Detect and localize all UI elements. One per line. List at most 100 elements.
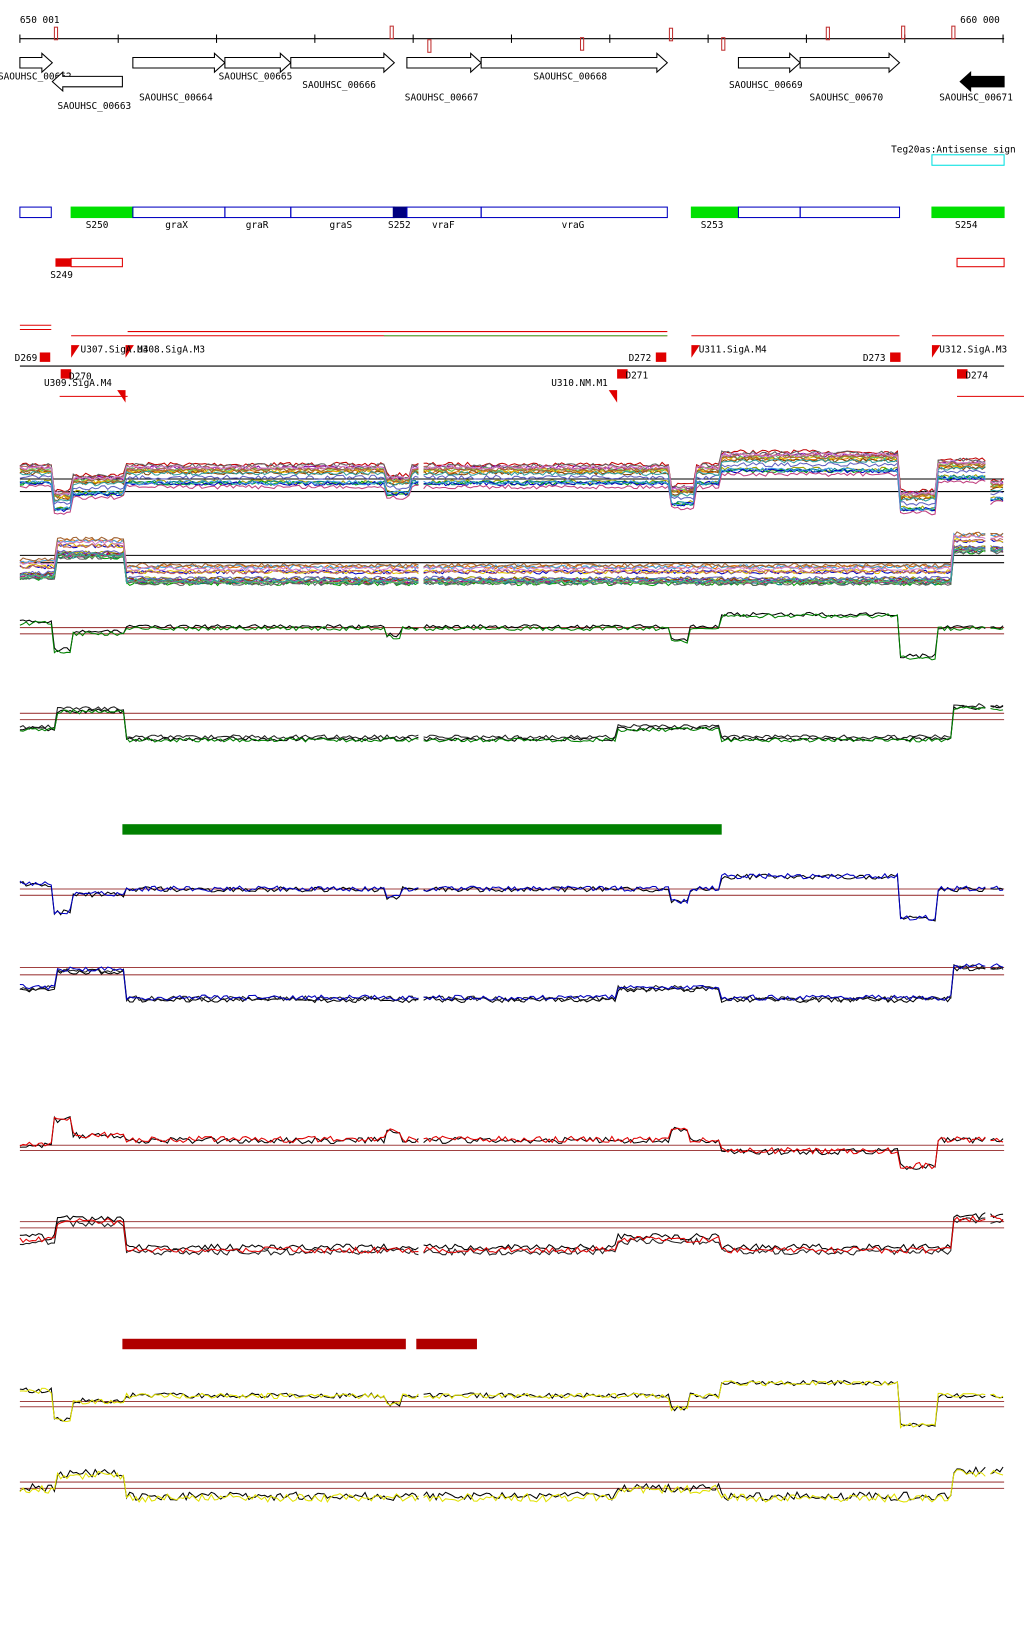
signal-line xyxy=(990,704,1004,708)
signal-line xyxy=(423,454,986,499)
signal-line xyxy=(990,550,1004,555)
promoter-flag xyxy=(608,390,618,403)
signal-line xyxy=(423,538,986,575)
signal-line xyxy=(990,965,1004,970)
gene-arrow xyxy=(132,52,226,74)
segment xyxy=(392,206,408,219)
bar xyxy=(416,1338,477,1350)
signal-line xyxy=(990,547,1004,552)
signal-line xyxy=(19,1215,419,1252)
ruler-mark xyxy=(668,27,674,42)
segment xyxy=(956,257,1005,268)
signal-line xyxy=(19,706,419,740)
signal-line xyxy=(423,538,986,575)
gene-arrow xyxy=(737,52,801,74)
promoter-label: U308.SigA.M3 xyxy=(137,344,205,355)
signal-line xyxy=(423,611,986,659)
signal-line xyxy=(423,963,986,1001)
signal-line xyxy=(19,1470,419,1504)
signal-line xyxy=(990,1137,1004,1143)
signal-line xyxy=(19,620,419,654)
ruler-start: 650 001 xyxy=(20,15,60,26)
signal-line xyxy=(990,1215,1004,1222)
segment xyxy=(70,206,134,219)
gene-arrow xyxy=(19,52,54,74)
signal-line xyxy=(19,880,419,916)
segment xyxy=(224,206,292,219)
signal-line xyxy=(423,706,986,743)
signal-line xyxy=(423,963,986,1002)
promoter-label: U310.NM.M1 xyxy=(551,378,608,389)
gene-arrow xyxy=(799,52,901,74)
segment xyxy=(132,206,226,219)
gene-label: SAOUHSC_00664 xyxy=(139,92,213,103)
promoter-box xyxy=(957,369,968,379)
signal-line xyxy=(423,1212,986,1251)
bar xyxy=(122,1338,406,1350)
signal-line xyxy=(19,966,419,1002)
annotation-box xyxy=(931,154,1005,166)
signal-line xyxy=(19,1386,419,1422)
ruler-mark xyxy=(579,37,585,51)
signal-line xyxy=(19,1115,419,1149)
promoter-label: U311.SigA.M4 xyxy=(699,344,767,355)
signal-line xyxy=(990,491,1004,496)
signal-line xyxy=(423,458,986,502)
signal-line xyxy=(990,500,1004,505)
signal-line xyxy=(423,471,986,516)
signal-line xyxy=(19,551,419,584)
signal-line xyxy=(423,703,986,740)
segment-label: S253 xyxy=(701,220,724,231)
gene-arrow xyxy=(406,52,482,74)
signal-line xyxy=(990,1218,1004,1224)
signal-line xyxy=(423,467,986,512)
signal-line xyxy=(423,965,986,1004)
signal-line xyxy=(990,1213,1004,1219)
gene-arrow xyxy=(51,70,123,93)
signal-line xyxy=(423,1215,986,1254)
gene-label: SAOUHSC_00663 xyxy=(58,101,132,112)
gene-arrow xyxy=(959,70,1005,93)
signal-line xyxy=(990,887,1004,890)
promoter-box xyxy=(39,352,51,362)
segment-label: S250 xyxy=(86,220,109,231)
gene-label: SAOUHSC_00670 xyxy=(810,92,884,103)
segment-label: graR xyxy=(246,220,269,231)
ruler-mark xyxy=(951,25,956,40)
signal-line xyxy=(423,1217,986,1256)
gene-arrow xyxy=(480,52,669,74)
signal-line xyxy=(19,470,419,503)
signal-line xyxy=(19,540,419,572)
signal-line xyxy=(19,481,419,513)
signal-line xyxy=(19,464,419,496)
signal-line xyxy=(990,1469,1004,1476)
signal-line xyxy=(423,467,986,512)
signal-line xyxy=(19,543,419,575)
signal-line xyxy=(19,967,419,1003)
gene-label: SAOUHSC_00662 xyxy=(0,71,72,82)
ruler-mark xyxy=(901,25,906,40)
signal-line xyxy=(423,1380,986,1429)
segment xyxy=(931,206,1005,219)
signal-line xyxy=(990,532,1004,537)
ruler-mark xyxy=(389,25,394,40)
signal-line xyxy=(19,1116,419,1148)
segment xyxy=(737,206,801,219)
signal-line xyxy=(423,534,986,572)
signal-line xyxy=(990,547,1004,552)
segment xyxy=(70,257,123,268)
segment-label: S252 xyxy=(388,220,411,231)
signal-line xyxy=(423,449,986,494)
signal-line xyxy=(990,1393,1004,1399)
gene-arrow xyxy=(290,52,396,74)
signal-line xyxy=(990,483,1004,488)
segment xyxy=(290,206,395,219)
signal-line xyxy=(423,532,986,570)
signal-line xyxy=(990,963,1004,969)
signal-line xyxy=(19,484,419,515)
segment xyxy=(19,206,52,219)
gene-arrow xyxy=(224,52,292,74)
bar xyxy=(122,824,722,835)
